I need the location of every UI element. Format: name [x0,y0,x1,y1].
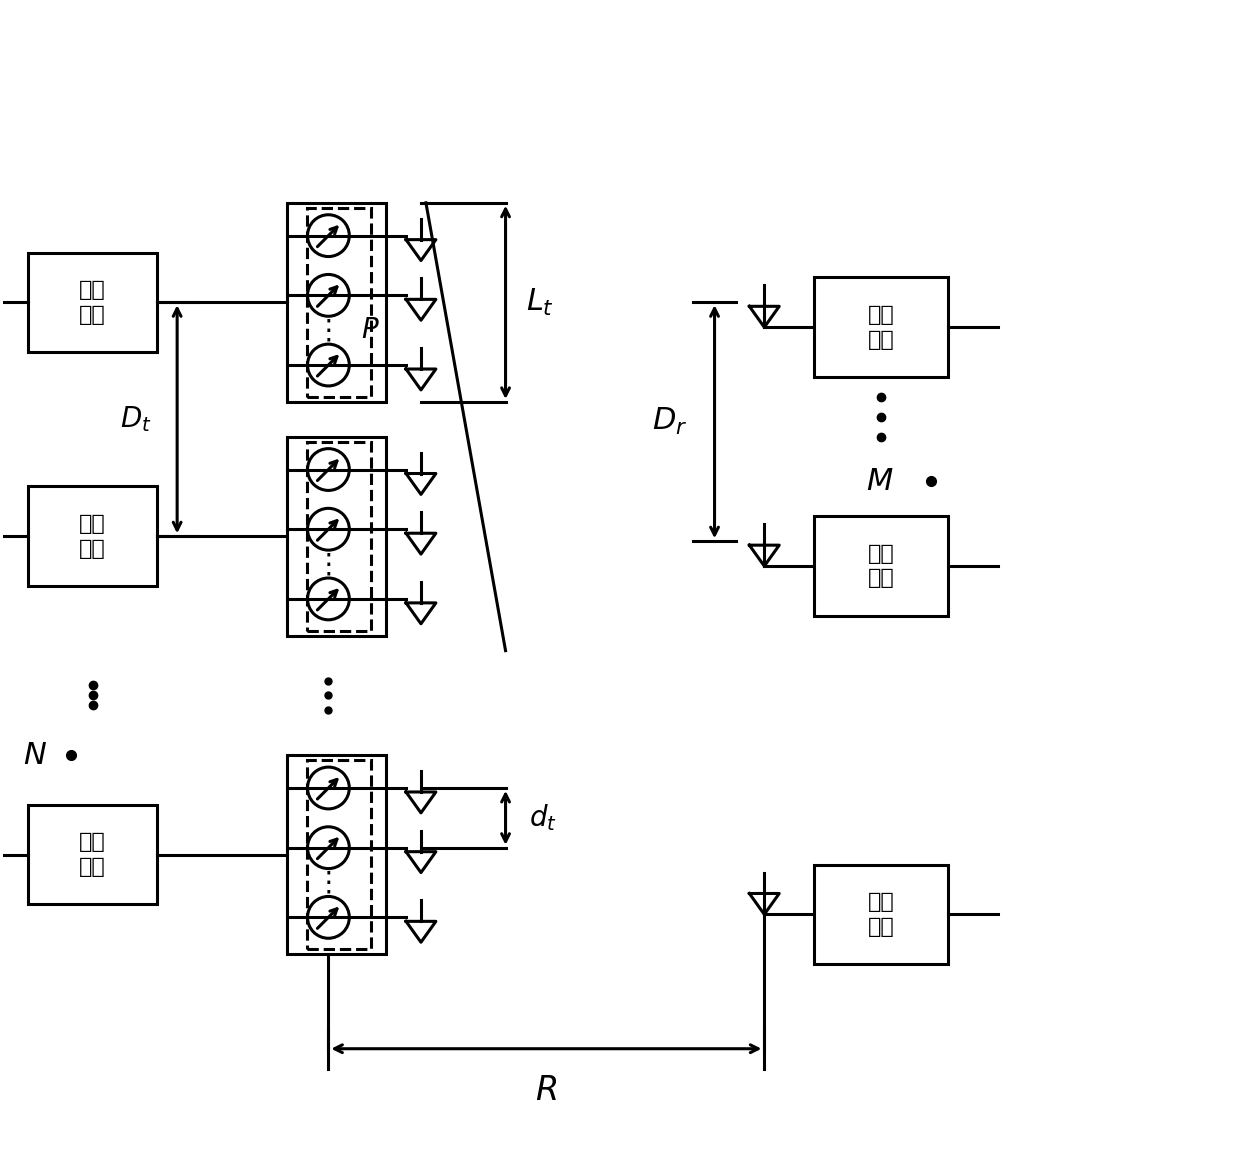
Bar [286,437,386,636]
Text: $P$: $P$ [361,317,379,344]
Text: 射频
链路: 射频 链路 [868,305,894,349]
Bar [27,487,157,586]
Text: ⋮: ⋮ [315,868,342,897]
Text: $D_r$: $D_r$ [652,406,687,437]
Text: $D_t$: $D_t$ [119,405,151,435]
Text: $M$: $M$ [867,467,894,496]
Text: 射频
链路: 射频 链路 [79,280,105,325]
Text: $L_t$: $L_t$ [526,287,554,318]
Text: 射频
链路: 射频 链路 [868,543,894,588]
Text: 射频
链路: 射频 链路 [79,513,105,558]
Bar [306,442,371,631]
Text: 射频
链路: 射频 链路 [79,832,105,877]
Bar [815,277,949,377]
Bar [815,517,949,616]
Bar [27,252,157,353]
Bar [306,208,371,397]
Text: $d_t$: $d_t$ [529,802,557,833]
Text: $N$: $N$ [22,741,47,770]
Text: $R$: $R$ [536,1074,557,1107]
Bar [815,865,949,964]
Bar [286,202,386,402]
Text: ⋮: ⋮ [315,317,342,344]
Bar [306,761,371,949]
Bar [27,805,157,904]
Bar [286,755,386,954]
Text: ⋮: ⋮ [315,550,342,578]
Text: 射频
链路: 射频 链路 [868,892,894,936]
